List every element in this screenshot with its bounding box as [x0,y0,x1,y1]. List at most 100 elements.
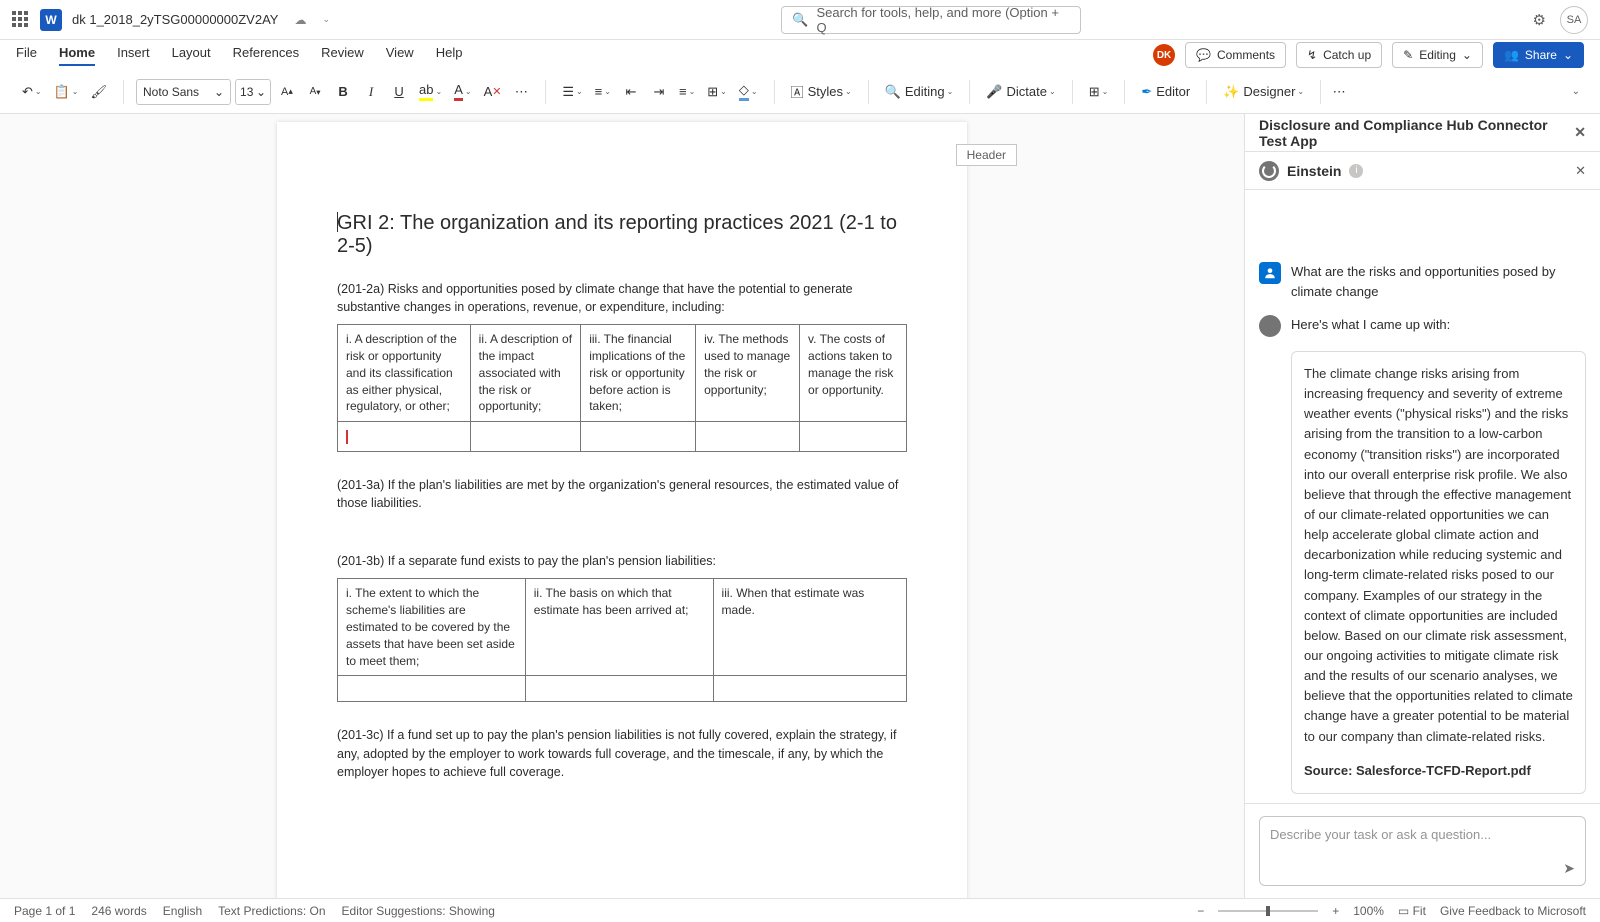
status-page[interactable]: Page 1 of 1 [14,904,75,918]
tab-file[interactable]: File [16,45,37,66]
tab-home[interactable]: Home [59,45,95,66]
paragraph-201-3c: (201-3c) If a fund set up to pay the pla… [337,726,907,780]
dictate-group: 🎤Dictate⌄ [976,78,1065,106]
font-family-select[interactable]: Noto Sans⌄ [136,79,231,105]
designer-button[interactable]: ✨Designer⌄ [1219,78,1308,106]
grow-font-button[interactable]: A▴ [275,78,299,106]
font-size-select[interactable]: 13⌄ [235,79,271,105]
search-icon: 🔍 [792,12,808,28]
font-color-button[interactable]: A⌄ [450,78,475,106]
font-name-value: Noto Sans [143,85,199,99]
status-words[interactable]: 246 words [91,904,146,918]
user-avatar[interactable]: SA [1560,6,1588,34]
panel-close-button[interactable]: ✕ [1574,124,1586,141]
format-painter-button[interactable]: 🖌 [87,78,112,106]
search-input[interactable]: 🔍 Search for tools, help, and more (Opti… [781,6,1081,34]
chat-input[interactable]: Describe your task or ask a question... … [1259,816,1586,886]
table-row [338,676,907,702]
chat-body[interactable]: What are the risks and opportunities pos… [1245,190,1600,803]
settings-icon[interactable]: ⚙ [1533,11,1546,29]
paragraph-group: ☰⌄ ≡⌄ ⇤ ⇥ ≡⌄ ⊞⌄ ◇⌄ [552,78,767,106]
clear-format-button[interactable]: A✕ [480,78,506,106]
font-size-value: 13 [240,85,253,99]
catchup-button[interactable]: ↯Catch up [1296,42,1382,68]
status-suggestions[interactable]: Editor Suggestions: Showing [342,904,495,918]
separator [1320,80,1321,104]
increase-indent-button[interactable]: ⇥ [647,78,671,106]
title-dropdown-icon[interactable]: ⌄ [322,14,330,25]
undo-button[interactable]: ↶⌄ [18,78,46,106]
separator [123,80,124,104]
catchup-label: Catch up [1323,48,1371,62]
editor-icon: ✒ [1141,84,1152,100]
share-button[interactable]: 👥Share⌄ [1493,42,1584,68]
feedback-link[interactable]: Give Feedback to Microsoft [1440,904,1586,918]
bot-intro: Here's what I came up with: [1291,315,1450,337]
presence-avatar[interactable]: DK [1153,44,1175,66]
underline-button[interactable]: U [387,78,411,106]
einstein-close-button[interactable]: ✕ [1575,163,1586,179]
zoom-thumb[interactable] [1266,906,1270,916]
shrink-font-button[interactable]: A▾ [303,78,327,106]
text-cursor [337,212,338,232]
paragraph-201-3b: (201-3b) If a separate fund exists to pa… [337,552,907,570]
table-cell: iii. When that estimate was made. [713,579,906,676]
tab-help[interactable]: Help [436,45,463,66]
header-tag[interactable]: Header [956,144,1017,166]
more-tools-button[interactable]: ⋯ [1327,78,1351,106]
find-button[interactable]: 🔍Editing⌄ [881,78,958,106]
separator [1124,80,1125,104]
highlight-button[interactable]: ab⌄ [415,78,446,106]
document-heading: GRI 2: The organization and its reportin… [337,212,907,258]
styles-group: 🄰Styles⌄ [781,78,862,106]
fit-button[interactable]: ▭ Fit [1398,904,1426,918]
dictate-button[interactable]: 🎤Dictate⌄ [982,78,1059,106]
separator [1206,80,1207,104]
info-icon[interactable]: i [1349,164,1363,178]
zoom-in-button[interactable]: + [1332,904,1339,918]
chat-input-wrap: Describe your task or ask a question... … [1245,803,1600,898]
word-app-icon[interactable]: W [40,9,62,31]
status-language[interactable]: English [163,904,202,918]
zoom-slider[interactable] [1218,910,1318,912]
response-text: The climate change risks arising from in… [1304,364,1573,747]
document-page: Header GRI 2: The organization and its r… [277,122,967,898]
tab-references[interactable]: References [233,45,299,66]
tab-review[interactable]: Review [321,45,364,66]
document-title[interactable]: dk 1_2018_2yTSG00000000ZV2AY [72,12,278,27]
tab-layout[interactable]: Layout [172,45,211,66]
bullets-button[interactable]: ☰⌄ [558,78,586,106]
zoom-out-button[interactable]: − [1197,904,1204,918]
italic-button[interactable]: I [359,78,383,106]
addins-button[interactable]: ⊞⌄ [1085,78,1113,106]
table-cell [338,676,526,702]
table-button[interactable]: ⊞⌄ [703,78,731,106]
undo-group: ↶⌄ 📋⌄ 🖌 [12,78,117,106]
app-launcher-icon[interactable] [12,11,30,29]
ribbon-expand-button[interactable]: ⌄ [1572,86,1588,97]
send-icon[interactable]: ➤ [1563,860,1575,877]
zoom-level[interactable]: 100% [1353,904,1384,918]
paste-button[interactable]: 📋⌄ [50,78,83,106]
table-cell: ii. The basis on which that estimate has… [525,579,713,676]
editing-tool-label: Editing [905,84,945,99]
tab-insert[interactable]: Insert [117,45,150,66]
editor-button[interactable]: ✒Editor [1137,78,1194,106]
tab-view[interactable]: View [386,45,414,66]
table-cell: iii. The financial implications of the r… [581,325,696,422]
align-button[interactable]: ≡⌄ [675,78,699,106]
status-predictions[interactable]: Text Predictions: On [218,904,325,918]
editing-mode-button[interactable]: ✎Editing⌄ [1392,42,1483,68]
table-cell [696,422,800,452]
shading-button[interactable]: ◇⌄ [735,78,762,106]
mic-icon: 🎤 [986,84,1002,100]
document-canvas[interactable]: Header GRI 2: The organization and its r… [0,114,1244,898]
comments-button[interactable]: 💬Comments [1185,42,1286,68]
numbering-button[interactable]: ≡⌄ [591,78,615,106]
styles-button[interactable]: 🄰Styles⌄ [787,78,856,106]
more-font-button[interactable]: ⋯ [509,78,533,106]
decrease-indent-button[interactable]: ⇤ [619,78,643,106]
bold-button[interactable]: B [331,78,355,106]
ribbon-tabs: File Home Insert Layout References Revie… [0,40,1600,70]
save-status-icon[interactable]: ☁︎ [294,13,306,27]
